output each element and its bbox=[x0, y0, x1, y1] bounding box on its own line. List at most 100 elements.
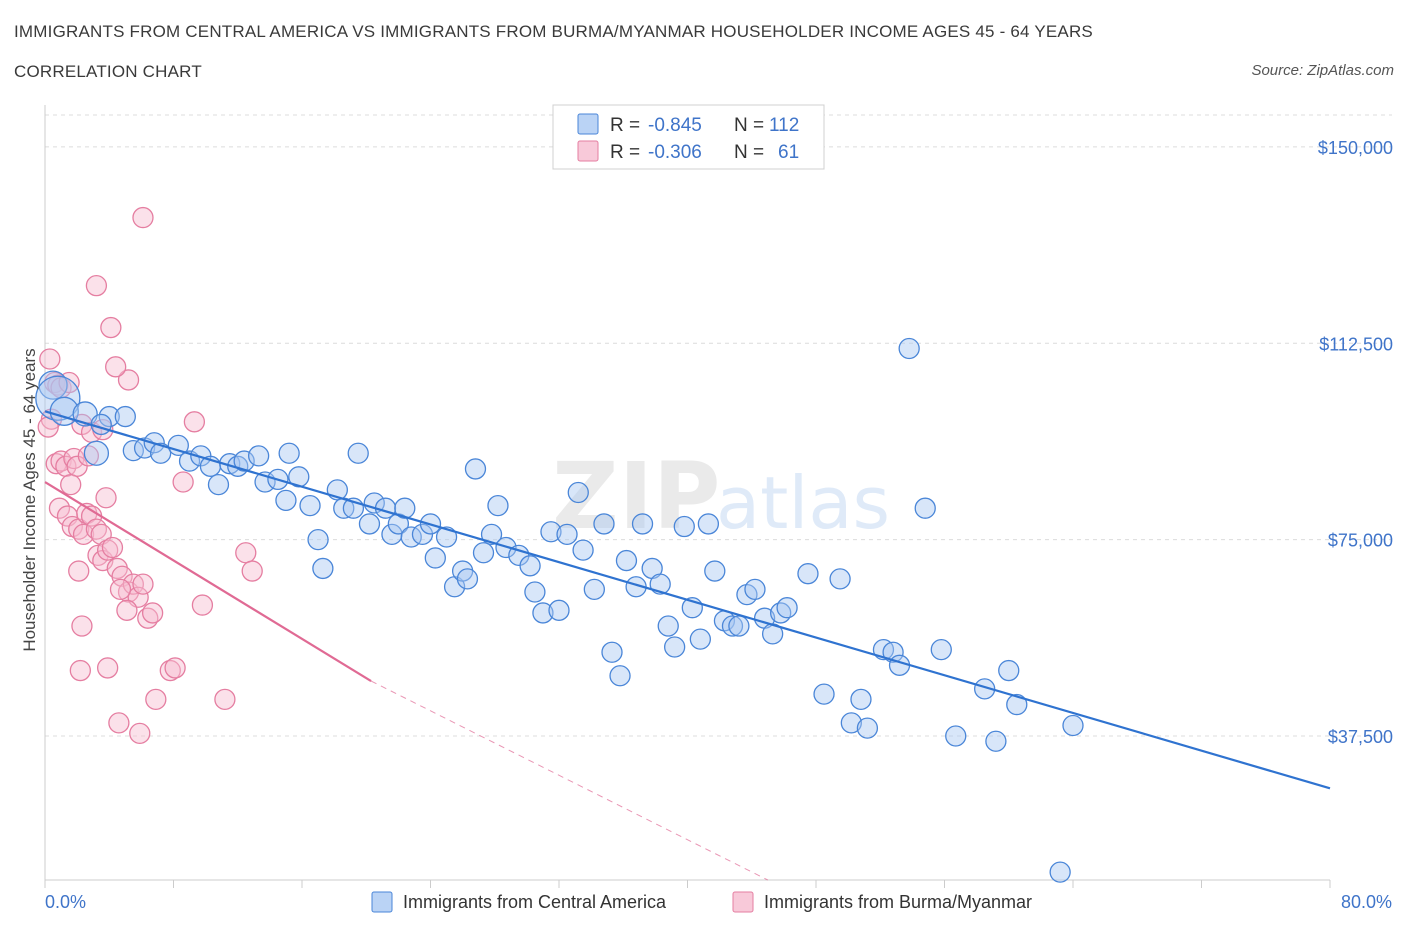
legend-top: R = -0.845 N = 112 R = -0.306 N = 61 bbox=[552, 104, 825, 170]
central-america-point-23 bbox=[278, 442, 300, 464]
central-america-point-76 bbox=[704, 560, 726, 582]
chart-subtitle: CORRELATION CHART bbox=[14, 62, 202, 81]
legend-r-value-2: -0.306 bbox=[648, 142, 702, 163]
burma-point-40 bbox=[116, 599, 138, 621]
burma-point-48 bbox=[164, 657, 186, 679]
burma-point-44 bbox=[108, 712, 130, 734]
central-america-point-58 bbox=[556, 523, 578, 546]
bottom-legend-label-pink: Immigrants from Burma/Myanmar bbox=[764, 892, 1032, 912]
bottom-legend-label-blue: Immigrants from Central America bbox=[403, 892, 667, 912]
central-america-point-101 bbox=[998, 659, 1020, 682]
central-america-point-69 bbox=[649, 573, 671, 595]
central-america-point-85 bbox=[776, 597, 798, 619]
central-america-point-62 bbox=[593, 513, 615, 535]
burma-point-0 bbox=[39, 348, 61, 370]
central-america-point-90 bbox=[850, 688, 872, 710]
trend-line-burma bbox=[44, 481, 372, 682]
central-america-point-26 bbox=[299, 494, 321, 517]
central-america-point-4 bbox=[98, 405, 120, 428]
x-tick-min: 0.0% bbox=[45, 892, 86, 912]
central-america-point-75 bbox=[697, 513, 720, 535]
burma-point-52 bbox=[214, 688, 236, 710]
burma-point-56 bbox=[117, 369, 140, 391]
central-america-point-100 bbox=[985, 730, 1007, 752]
central-america-point-5 bbox=[90, 413, 112, 436]
central-america-point-49 bbox=[480, 523, 503, 546]
burma-point-54 bbox=[241, 560, 263, 582]
axes bbox=[44, 105, 1331, 888]
legend-n-value-2: 61 bbox=[778, 142, 799, 163]
central-america-point-96 bbox=[914, 497, 936, 519]
chart-title: IMMIGRANTS FROM CENTRAL AMERICA VS IMMIG… bbox=[14, 22, 1093, 41]
y-axis-label: Householder Income Ages 45 - 64 years bbox=[20, 348, 39, 651]
central-america-point-98 bbox=[945, 725, 967, 747]
trend-line-burma-extension bbox=[370, 680, 769, 881]
burma-point-43 bbox=[96, 657, 119, 679]
central-america-point-54 bbox=[524, 581, 546, 603]
legend-r-label-2: R = bbox=[610, 142, 640, 163]
central-america-point-40 bbox=[411, 523, 434, 546]
central-america-point-70 bbox=[657, 615, 679, 637]
central-america-point-27 bbox=[307, 528, 329, 551]
burma-point-51 bbox=[172, 471, 194, 493]
central-america-point-61 bbox=[583, 578, 605, 601]
burma-point-57 bbox=[105, 356, 127, 378]
burma-point-13 bbox=[77, 445, 100, 467]
burma-point-42 bbox=[69, 659, 91, 682]
central-america-point-65 bbox=[615, 549, 638, 572]
central-america-point-102 bbox=[1006, 693, 1028, 716]
y-tick-label-3: $150,000 bbox=[1318, 138, 1393, 158]
central-america-point-6 bbox=[114, 405, 136, 428]
burma-point-38 bbox=[109, 578, 132, 601]
legend-r-value-1: -0.845 bbox=[648, 115, 702, 136]
trend-lines bbox=[44, 410, 1331, 881]
central-america-point-97 bbox=[930, 638, 952, 661]
burma-point-46 bbox=[145, 688, 167, 710]
source-label: Source: ZipAtlas.com bbox=[1251, 62, 1394, 79]
burma-point-16 bbox=[48, 497, 71, 519]
y-tick-label-0: $37,500 bbox=[1328, 727, 1393, 747]
central-america-point-53 bbox=[519, 555, 541, 577]
central-america-point-7 bbox=[83, 440, 110, 466]
bottom-legend-swatch-blue bbox=[371, 891, 393, 913]
central-america-point-25 bbox=[275, 489, 297, 512]
central-america-point-20 bbox=[247, 445, 270, 467]
watermark-atlas: atlas bbox=[716, 461, 890, 545]
grid-lines bbox=[45, 114, 1392, 737]
central-america-point-33 bbox=[358, 513, 381, 535]
central-america-point-89 bbox=[840, 712, 862, 734]
burma-point-35 bbox=[132, 573, 154, 595]
central-america-point-93 bbox=[882, 641, 904, 663]
central-america-point-57 bbox=[548, 599, 570, 621]
central-america-point-3 bbox=[72, 401, 98, 427]
central-america-point-12 bbox=[167, 434, 189, 457]
burma-point-53 bbox=[235, 542, 257, 564]
burma-point-39 bbox=[68, 560, 90, 582]
central-america-point-60 bbox=[572, 539, 594, 561]
central-america-point-64 bbox=[609, 665, 631, 687]
central-america-point-91 bbox=[856, 717, 879, 739]
central-america-point-59 bbox=[567, 481, 589, 504]
central-america-point-94 bbox=[888, 654, 911, 676]
central-america-point-0 bbox=[38, 370, 68, 400]
central-america-point-74 bbox=[689, 628, 711, 650]
burma-point-25 bbox=[95, 487, 117, 509]
central-america-point-50 bbox=[487, 494, 509, 517]
y-tick-label-2: $112,500 bbox=[1319, 334, 1393, 354]
burma-point-59 bbox=[85, 275, 108, 297]
x-tick-labels: 0.0% 80.0% bbox=[45, 892, 1392, 912]
burma-point-29 bbox=[101, 536, 124, 559]
series-central-america-points bbox=[35, 337, 1084, 883]
legend-swatch-pink bbox=[577, 140, 599, 162]
central-america-point-28 bbox=[312, 557, 334, 580]
central-america-point-79 bbox=[728, 615, 750, 637]
central-america-point-104 bbox=[1049, 861, 1071, 883]
central-america-point-32 bbox=[347, 442, 369, 464]
central-america-point-11 bbox=[149, 442, 172, 464]
central-america-point-95 bbox=[898, 337, 920, 360]
legend-n-label-2: N = bbox=[734, 142, 764, 163]
burma-point-58 bbox=[100, 316, 122, 339]
central-america-point-81 bbox=[744, 578, 766, 601]
central-america-point-42 bbox=[424, 547, 446, 569]
